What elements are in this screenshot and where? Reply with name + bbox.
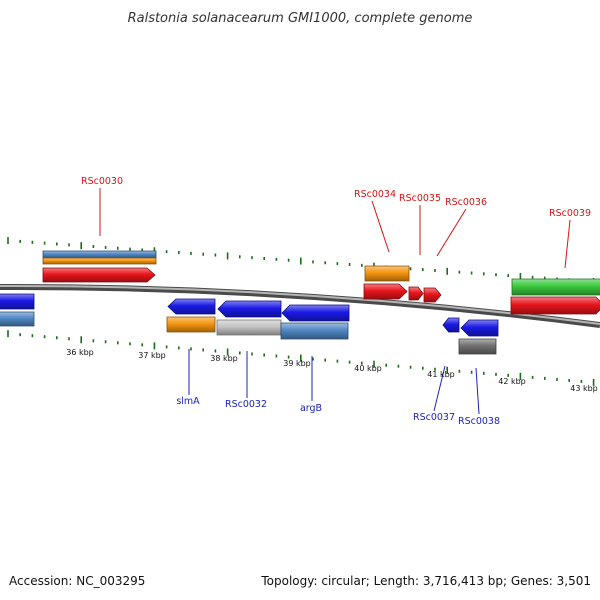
- gene-label-rsc0034-leader-line: [371, 200, 390, 253]
- gene-label-rsc0030[interactable]: RSc0030: [81, 176, 123, 187]
- gene-label-argb[interactable]: argB: [300, 403, 322, 414]
- gene-arrow-rsc0039[interactable]: [510, 296, 600, 315]
- kbp-tick-label: 37 kbp: [138, 351, 166, 360]
- gene-bar-steelblue-a[interactable]: [42, 250, 157, 259]
- gene-bar-lightgray[interactable]: [216, 319, 282, 336]
- gene-bar-orange-a[interactable]: [42, 257, 157, 265]
- gene-label-rsc0034[interactable]: RSc0034: [354, 189, 396, 200]
- label-layer: RSc0030 RSc0034 RSc0035 RSc0036 RSc0039 slmA R…: [81, 176, 591, 427]
- gene-label-rsc0038[interactable]: RSc0038: [458, 416, 500, 427]
- accession-text: Accession: NC_003295: [9, 574, 146, 588]
- gene-bar-green[interactable]: [511, 278, 600, 296]
- gene-label-rsc0038-leader-line: [475, 367, 480, 415]
- gene-bar-orange-c[interactable]: [166, 316, 216, 333]
- gene-label-rsc0037[interactable]: RSc0037: [413, 412, 455, 423]
- kbp-tick-label: 40 kbp: [354, 364, 382, 373]
- gene-label-rsc0036[interactable]: RSc0036: [445, 197, 487, 208]
- gene-layer: [0, 250, 600, 355]
- gene-label-slma[interactable]: slmA: [176, 396, 200, 407]
- kbp-tick-label: 43 kbp: [570, 384, 598, 393]
- gene-label-rsc0035[interactable]: RSc0035: [399, 193, 441, 204]
- gene-label-rsc0039-leader-line: [564, 219, 571, 269]
- gene-bar-steelblue-b[interactable]: [280, 322, 349, 340]
- gene-arrow-rsc0032[interactable]: [217, 300, 282, 318]
- kbp-tick-label: 36 kbp: [66, 348, 94, 357]
- kbp-tick-label: 39 kbp: [283, 359, 311, 368]
- gene-arrow-argb[interactable]: [281, 304, 350, 322]
- gene-arrow-rsc0035[interactable]: [408, 286, 424, 301]
- kbp-tick-label: 41 kbp: [427, 370, 455, 379]
- gene-label-rsc0037-leader-line: [433, 365, 446, 412]
- gene-arrow-rsc0034[interactable]: [363, 283, 408, 300]
- gene-label-rsc0039[interactable]: RSc0039: [549, 208, 591, 219]
- gene-arrow-slma[interactable]: [167, 298, 216, 315]
- kbp-layer: 36 kbp 37 kbp 38 kbp 39 kbp 40 kbp 41 kbp 42 k…: [66, 348, 598, 393]
- gene-bar-gray[interactable]: [458, 338, 497, 355]
- genome-title: Ralstonia solanacearum GMI1000, complete…: [128, 11, 473, 26]
- gene-arrow-rsc0037[interactable]: [442, 317, 460, 333]
- gene-label-rsc0036-leader-line: [436, 208, 467, 257]
- gene-bar-orange-b[interactable]: [364, 265, 410, 282]
- gene-bar-blue-left[interactable]: [0, 293, 35, 310]
- gene-bar-steelblue-left[interactable]: [0, 311, 35, 327]
- genome-summary-text: Topology: circular; Length: 3,716,413 bp…: [261, 574, 591, 588]
- gene-arrow-rsc0030[interactable]: [42, 267, 156, 283]
- kbp-tick-label: 38 kbp: [210, 354, 238, 363]
- kbp-tick-label: 42 kbp: [498, 377, 526, 386]
- gene-arrow-rsc0036[interactable]: [423, 287, 442, 303]
- genome-backbone: [0, 283, 600, 328]
- gene-label-rsc0032[interactable]: RSc0032: [225, 399, 267, 410]
- gene-arrow-rsc0038[interactable]: [460, 319, 499, 337]
